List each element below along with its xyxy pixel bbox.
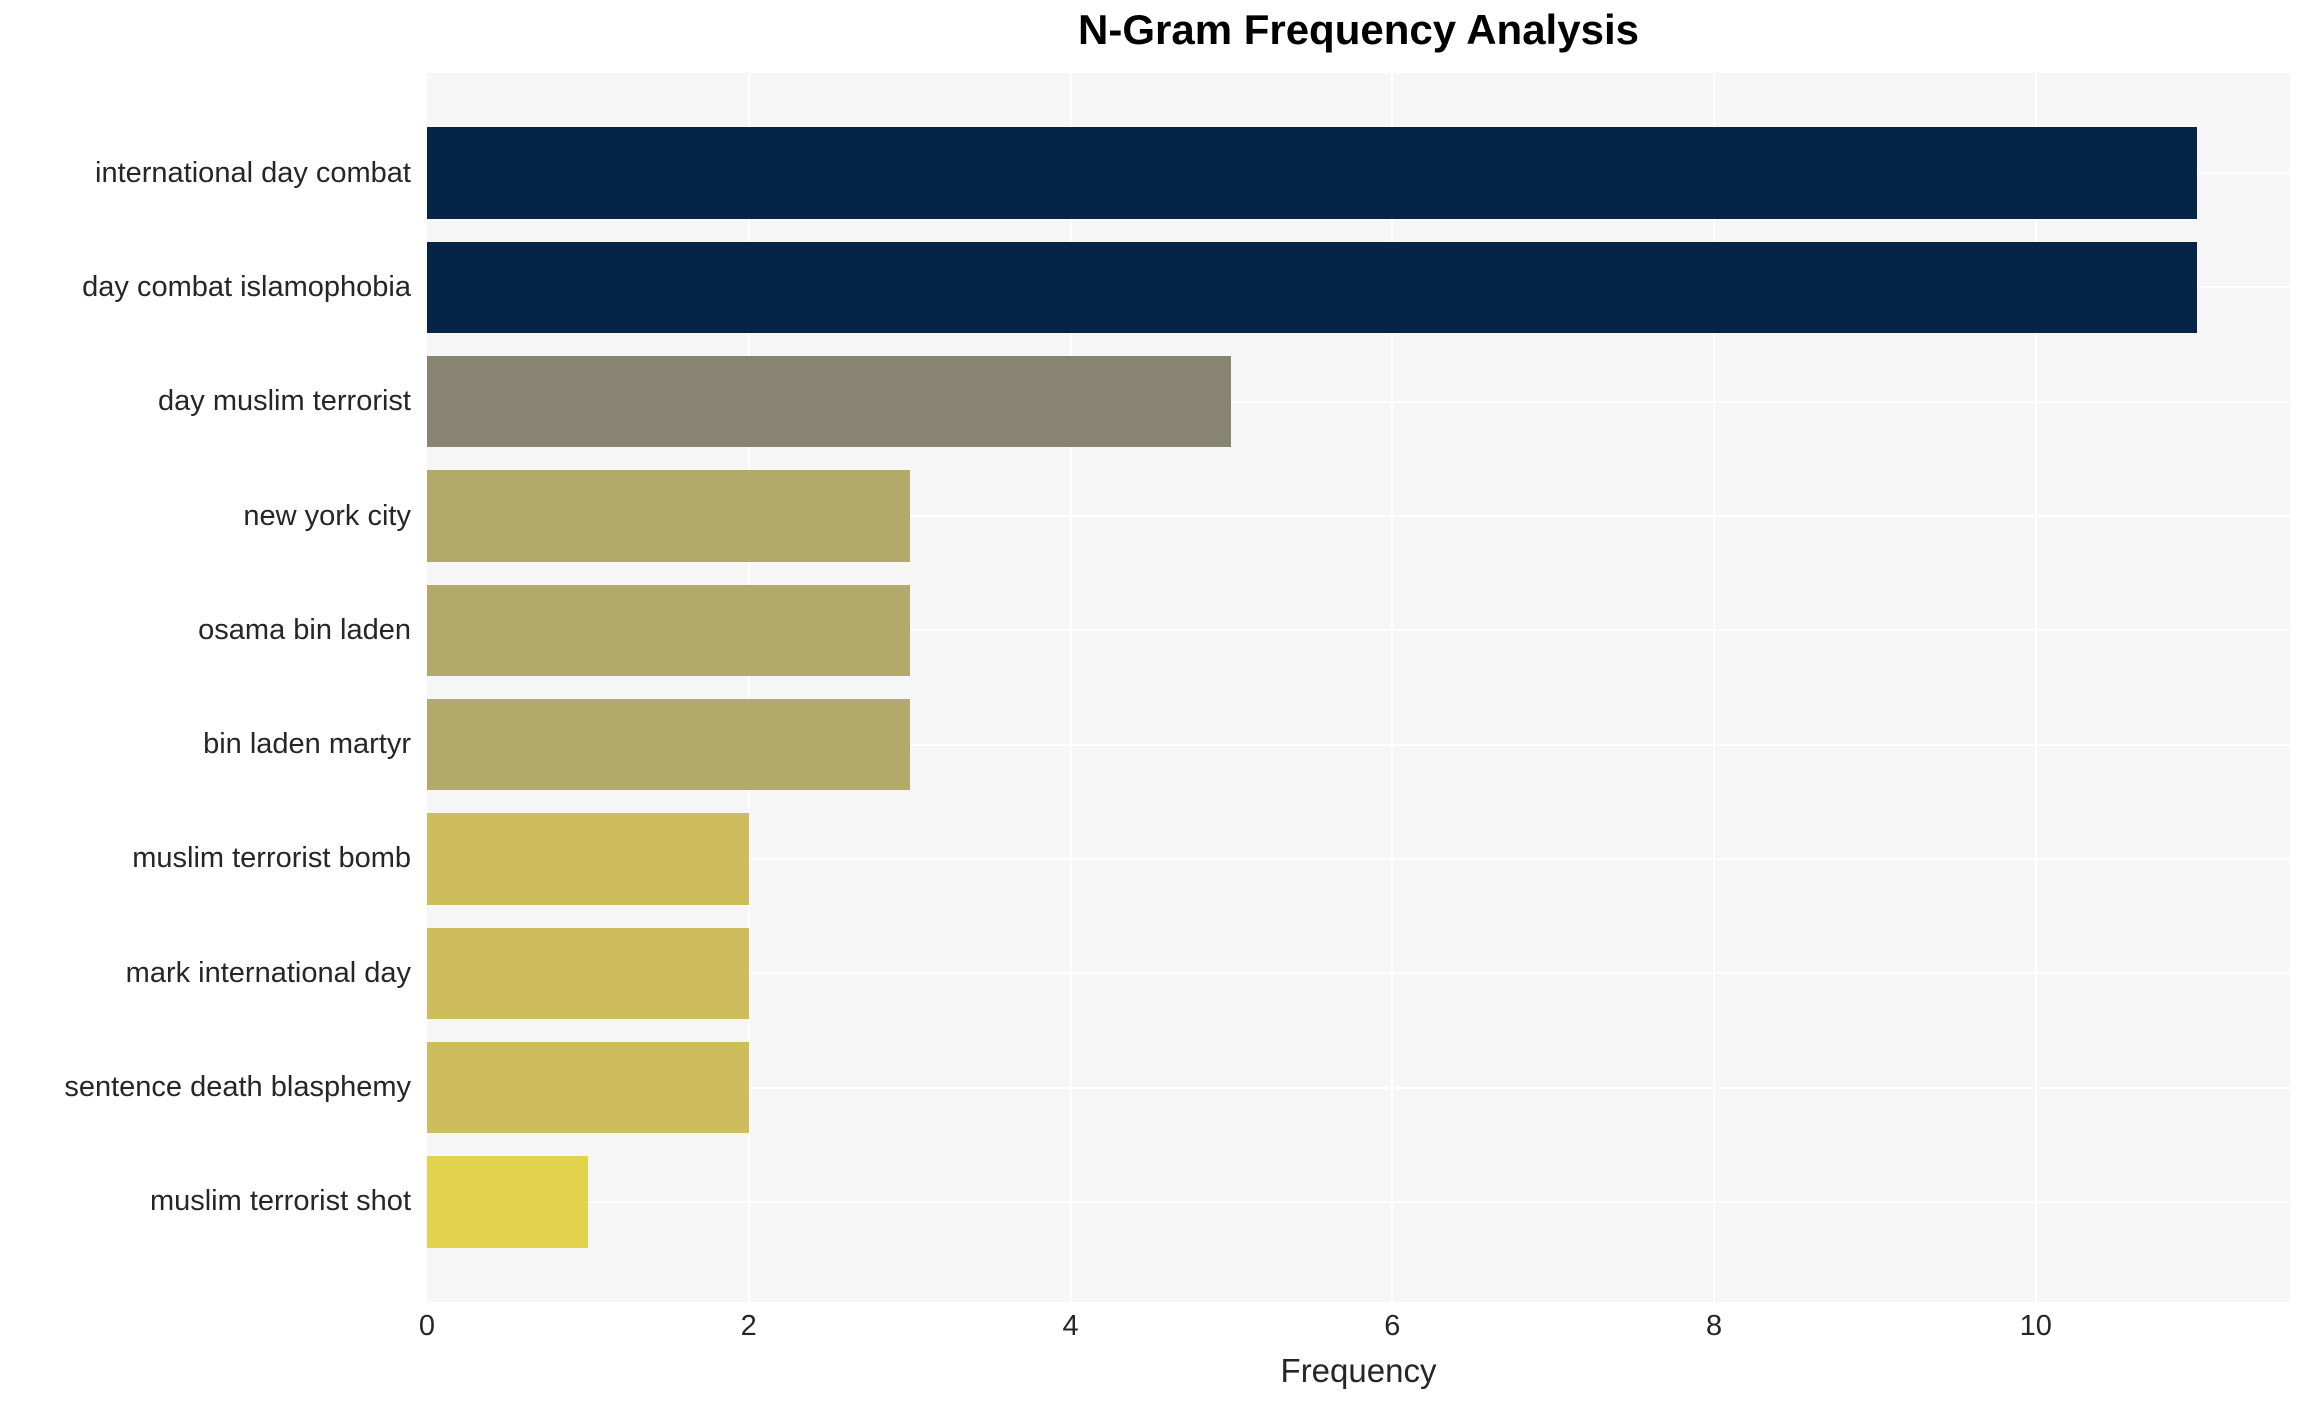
y-tick-label: muslim terrorist bomb [132,842,411,875]
chart-title: N-Gram Frequency Analysis [1078,6,1639,53]
y-tick-label: day combat islamophobia [82,270,411,303]
bar-row [427,1030,2290,1144]
bar-mark-international-day [427,927,749,1019]
bar-day-muslim-terrorist [427,356,1232,448]
bar-muslim-terrorist-bomb [427,813,749,905]
x-tick-label: 6 [1384,1310,1401,1342]
bar-row [427,916,2290,1030]
bar-row [427,1145,2290,1259]
y-tick-label: sentence death blasphemy [64,1071,411,1104]
x-tick-label: 8 [1705,1310,1723,1342]
bar-sentence-death-blasphemy [427,1041,749,1134]
x-tick-label: 0 [418,1310,436,1342]
bar-row [427,573,2290,687]
bar-row [427,116,2290,230]
plot-area [427,73,2290,1302]
bar-rows [427,116,2290,1259]
y-tick-label: osama bin laden [198,613,411,646]
y-tick-label: international day combat [95,156,411,189]
x-tick-label: 4 [1062,1310,1079,1342]
bar-new-york-city [427,470,910,562]
vertical-gridline [1391,73,1394,1302]
bar-row [427,459,2290,573]
bar-row [427,345,2290,459]
bar-day-combat-islamophobia [427,241,2197,334]
bar-row [427,802,2290,916]
x-tick-label: 10 [2019,1310,2052,1342]
vertical-gridline [1713,73,1716,1302]
bar-muslim-terrorist-shot [427,1156,588,1248]
vertical-gridline [747,73,750,1302]
horizontal-gridline [427,972,2290,975]
bar-bin-laden-martyr [427,698,910,791]
horizontal-gridline [427,743,2290,746]
horizontal-gridline [427,515,2290,518]
vertical-gridline [2034,73,2037,1302]
y-tick-label: new york city [243,499,411,532]
bar-international-day-combat [427,127,2197,219]
bar-row [427,230,2290,344]
y-tick-label: mark international day [125,956,411,989]
horizontal-gridline [427,1200,2290,1203]
y-tick-label: day muslim terrorist [158,385,411,418]
x-axis-ticks: 0 2 4 6 8 10 [419,1310,2290,1344]
x-tick-label: 2 [740,1310,757,1342]
horizontal-gridline [427,857,2290,860]
bar-row [427,688,2290,802]
horizontal-gridline [427,629,2290,632]
bar-osama-bin-laden [427,584,910,677]
y-tick-label: bin laden martyr [203,728,411,761]
x-axis-label: Frequency [1280,1352,1437,1389]
vertical-gridline [1069,73,1072,1302]
y-axis-labels: international day combat day combat islam… [0,116,411,1259]
horizontal-gridline [427,1086,2290,1089]
horizontal-gridline [427,400,2290,403]
y-tick-label: muslim terrorist shot [149,1185,411,1218]
